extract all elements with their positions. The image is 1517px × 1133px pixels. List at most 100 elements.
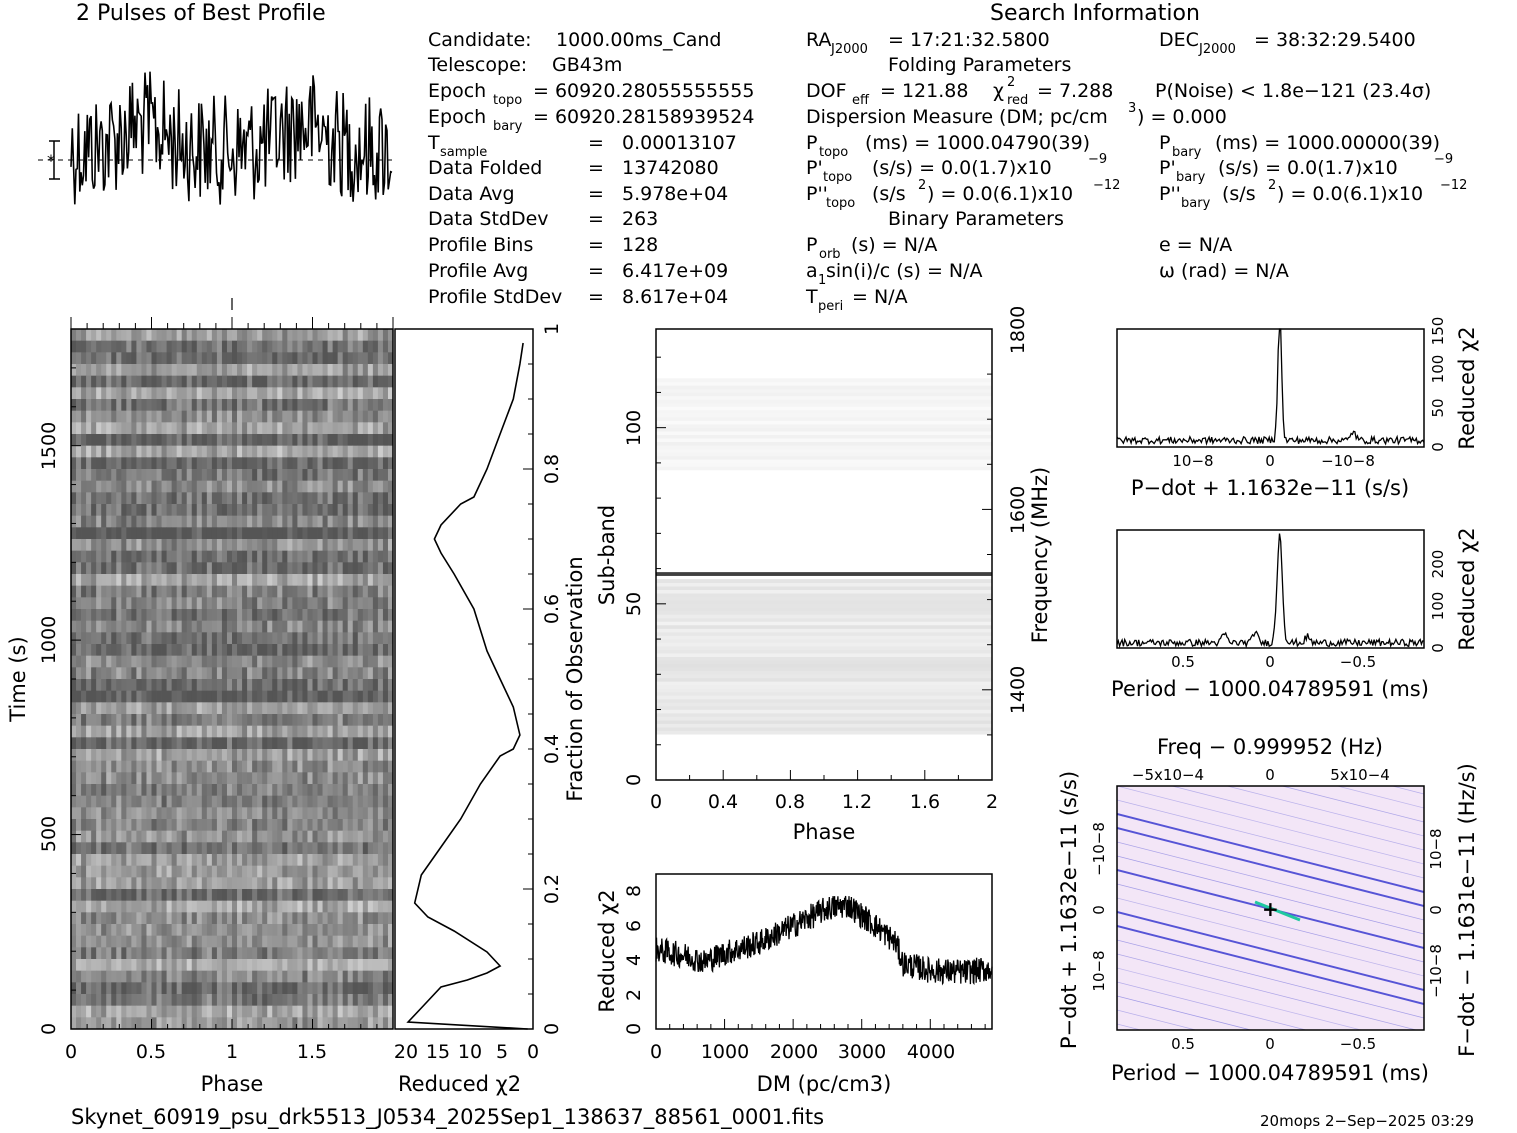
time-phase-cell xyxy=(232,865,238,878)
subband-row xyxy=(656,392,992,397)
time-phase-cell xyxy=(101,469,107,482)
time-phase-cell xyxy=(76,702,82,715)
time-phase-cell xyxy=(287,329,293,342)
chi-value: = 7.288 xyxy=(1037,80,1113,102)
time-phase-cell xyxy=(377,585,384,598)
time-phase-cell xyxy=(237,842,243,855)
time-phase-cell xyxy=(116,877,122,890)
time-phase-cell xyxy=(146,924,152,937)
time-phase-cell xyxy=(237,655,243,668)
time-phase-cell xyxy=(196,457,203,470)
time-phase-cell xyxy=(151,539,157,552)
time-phase-cell xyxy=(252,527,258,540)
time-phase-cell xyxy=(377,912,384,925)
subband-row xyxy=(656,388,992,393)
time-phase-cell xyxy=(131,352,137,365)
time-phase-cell xyxy=(186,574,193,587)
time-phase-cell xyxy=(136,679,142,692)
time-phase-cell xyxy=(337,690,344,703)
time-phase-cell xyxy=(322,994,328,1007)
time-phase-cell xyxy=(282,702,288,715)
time-phase-cell xyxy=(277,819,283,832)
time-phase-cell xyxy=(312,830,318,843)
time-phase-cell xyxy=(302,725,308,738)
time-phase-cell xyxy=(226,784,233,797)
p-pdot-peak-ridge xyxy=(1254,900,1301,922)
time-phase-cell xyxy=(101,889,107,902)
time-phase-cell xyxy=(292,714,298,727)
time-phase-cell xyxy=(171,935,178,948)
time-phase-cell xyxy=(357,959,364,972)
time-phase-cell xyxy=(136,667,142,680)
time-phase-cell xyxy=(372,504,379,517)
time-phase-cell xyxy=(91,865,97,878)
time-phase-cell xyxy=(382,340,389,353)
time-phase-cell xyxy=(242,480,248,493)
time-phase-cell xyxy=(191,597,198,610)
time-phase-cell xyxy=(71,655,77,668)
time-phase-cell xyxy=(206,609,213,622)
time-phase-cell xyxy=(211,760,218,773)
time-phase-cell xyxy=(307,387,313,400)
time-phase-cell xyxy=(257,714,263,727)
time-phase-cell xyxy=(297,714,303,727)
time-phase-cell xyxy=(337,1005,344,1018)
time-phase-cell xyxy=(317,795,323,808)
time-phase-cell xyxy=(377,1017,384,1030)
time-phase-cell xyxy=(317,924,323,937)
time-phase-cell xyxy=(171,644,178,657)
time-phase-cell xyxy=(257,632,263,645)
time-phase-cell xyxy=(161,854,167,867)
time-phase-cell xyxy=(352,714,359,727)
time-phase-cell xyxy=(106,352,112,365)
time-phase-cell xyxy=(216,970,223,983)
time-phase-cell xyxy=(216,457,223,470)
time-phase-cell xyxy=(106,340,112,353)
time-phase-cell xyxy=(181,924,188,937)
time-phase-cell xyxy=(307,959,313,972)
time-phase-cell xyxy=(247,469,253,482)
time-phase-cell xyxy=(337,562,344,575)
time-phase-cell xyxy=(221,399,228,412)
time-phase-cell xyxy=(221,492,228,505)
time-phase-cell xyxy=(166,340,173,353)
time-phase-cell xyxy=(347,364,354,377)
time-phase-cell xyxy=(161,352,167,365)
time-phase-cell xyxy=(211,772,218,785)
time-phase-cell xyxy=(181,504,188,517)
time-phase-cell xyxy=(81,1017,87,1030)
time-phase-cell xyxy=(297,819,303,832)
p-pdot-contour xyxy=(1117,953,1418,1030)
time-phase-cell xyxy=(91,690,97,703)
time-phase-cell xyxy=(317,854,323,867)
time-phase-cell xyxy=(322,854,328,867)
time-phase-cell xyxy=(277,784,283,797)
time-phase-cell xyxy=(342,935,349,948)
time-phase-cell xyxy=(387,795,394,808)
time-phase-cell xyxy=(267,539,273,552)
time-phase-cell xyxy=(166,935,173,948)
time-phase-cell xyxy=(252,865,258,878)
time-phase-cell xyxy=(156,644,162,657)
time-phase-cell xyxy=(332,807,339,820)
time-phase-cell xyxy=(287,609,293,622)
time-phase-cell xyxy=(91,574,97,587)
time-phase-cell xyxy=(332,597,339,610)
time-phase-cell xyxy=(377,329,384,342)
time-phase-cell xyxy=(257,807,263,820)
time-phase-cell xyxy=(96,644,102,657)
time-phase-cell xyxy=(176,807,183,820)
time-phase-cell xyxy=(76,807,82,820)
time-phase-cell xyxy=(232,527,238,540)
time-phase-cell xyxy=(367,690,374,703)
pp-x2tick-2: 5x10−4 xyxy=(1330,766,1390,784)
time-phase-cell xyxy=(116,725,122,738)
chi-sub: red xyxy=(1007,93,1028,108)
time-phase-cell xyxy=(191,795,198,808)
time-phase-cell xyxy=(262,562,268,575)
time-phase-cell xyxy=(347,457,354,470)
std-value: 263 xyxy=(622,208,658,230)
time-phase-cell xyxy=(171,399,178,412)
time-phase-cell xyxy=(161,982,167,995)
time-phase-cell xyxy=(262,854,268,867)
